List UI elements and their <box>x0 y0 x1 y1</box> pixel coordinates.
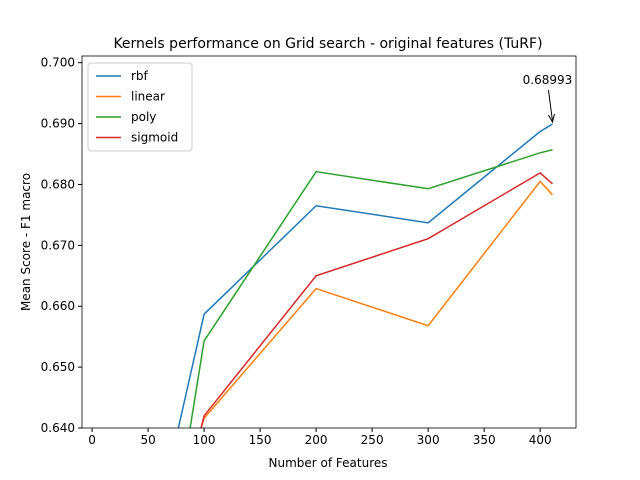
legend-label: poly <box>131 110 156 124</box>
legend-label: linear <box>131 90 165 104</box>
annotation-arrowhead <box>548 113 555 124</box>
x-tick-label: 50 <box>140 433 155 447</box>
y-tick-label: 0.670 <box>41 238 75 252</box>
chart-title: Kernels performance on Grid search - ori… <box>113 36 542 52</box>
y-tick-label: 0.660 <box>41 299 75 313</box>
line-series <box>200 171 553 428</box>
y-tick-label: 0.650 <box>41 360 75 374</box>
plot-area <box>177 123 554 428</box>
x-tick-label: 350 <box>473 433 496 447</box>
x-tick-label: 400 <box>529 433 552 447</box>
y-tick-label: 0.640 <box>41 421 75 435</box>
line-series <box>189 149 553 428</box>
x-tick-label: 0 <box>88 433 96 447</box>
x-tick-label: 150 <box>249 433 272 447</box>
y-tick-label: 0.700 <box>41 56 75 70</box>
x-axis-label: Number of Features <box>269 456 388 470</box>
legend-box <box>87 62 193 152</box>
line-series <box>200 180 554 428</box>
y-tick-label: 0.680 <box>41 177 75 191</box>
y-axis-label: Mean Score - F1 macro <box>19 173 33 311</box>
x-tick-label: 100 <box>193 433 216 447</box>
annotation-arrow <box>547 89 553 122</box>
y-tick-label: 0.690 <box>41 117 75 131</box>
legend-label: rbf <box>131 69 149 83</box>
x-tick-label: 300 <box>417 433 440 447</box>
x-tick-label: 250 <box>361 433 384 447</box>
axes-frame <box>81 55 577 429</box>
x-tick-label: 200 <box>305 433 328 447</box>
legend-label: sigmoid <box>131 131 178 145</box>
annotation: 0.68993 <box>523 73 573 87</box>
line-series <box>177 123 553 428</box>
